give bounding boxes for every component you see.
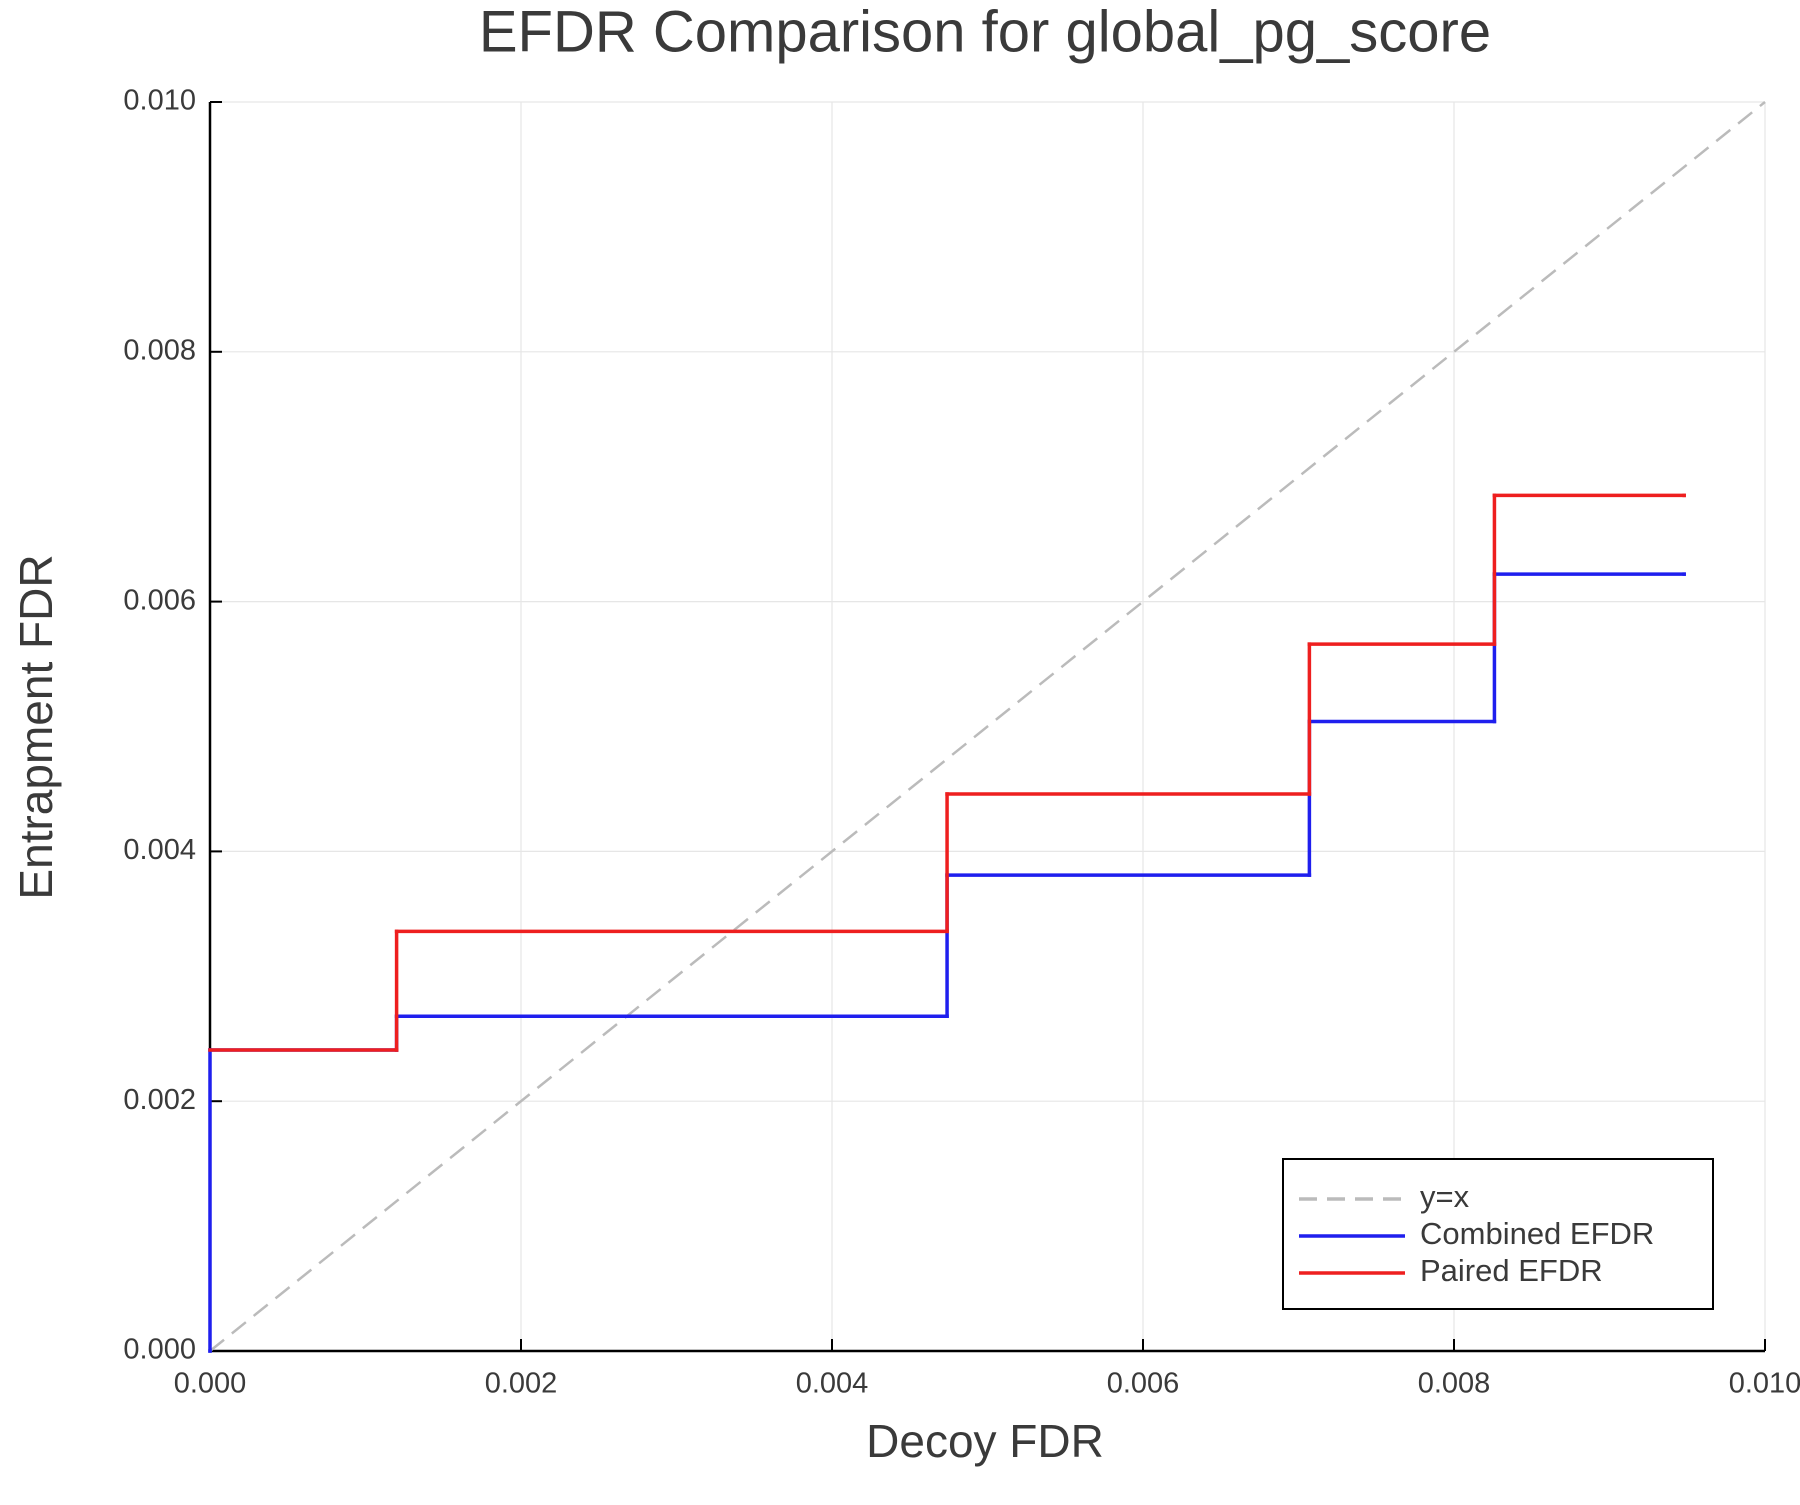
x-tick-label: 0.010 — [1729, 1368, 1800, 1400]
x-axis-label: Decoy FDR — [866, 1415, 1104, 1467]
legend-label: Paired EFDR — [1420, 1253, 1603, 1288]
y-tick-label: 0.002 — [123, 1084, 196, 1116]
x-tick-label: 0.002 — [485, 1368, 558, 1400]
x-tick-label: 0.000 — [174, 1368, 247, 1400]
x-tick-label: 0.008 — [1418, 1368, 1491, 1400]
legend-label: Combined EFDR — [1420, 1216, 1654, 1251]
y-axis-label: Entrapment FDR — [10, 554, 62, 899]
x-tick-label: 0.004 — [796, 1368, 869, 1400]
series-line — [209, 101, 1766, 1352]
x-tick-label: 0.006 — [1107, 1368, 1180, 1400]
legend-label: y=x — [1420, 1179, 1470, 1214]
y-tick-label: 0.008 — [123, 334, 196, 366]
y-tick-label: 0.000 — [123, 1334, 196, 1366]
y-tick-label: 0.010 — [123, 85, 196, 117]
legend-box — [1282, 1158, 1714, 1310]
y-tick-label: 0.004 — [123, 834, 196, 866]
chart-title: EFDR Comparison for global_pg_score — [479, 0, 1491, 64]
y-tick-label: 0.006 — [123, 584, 196, 616]
